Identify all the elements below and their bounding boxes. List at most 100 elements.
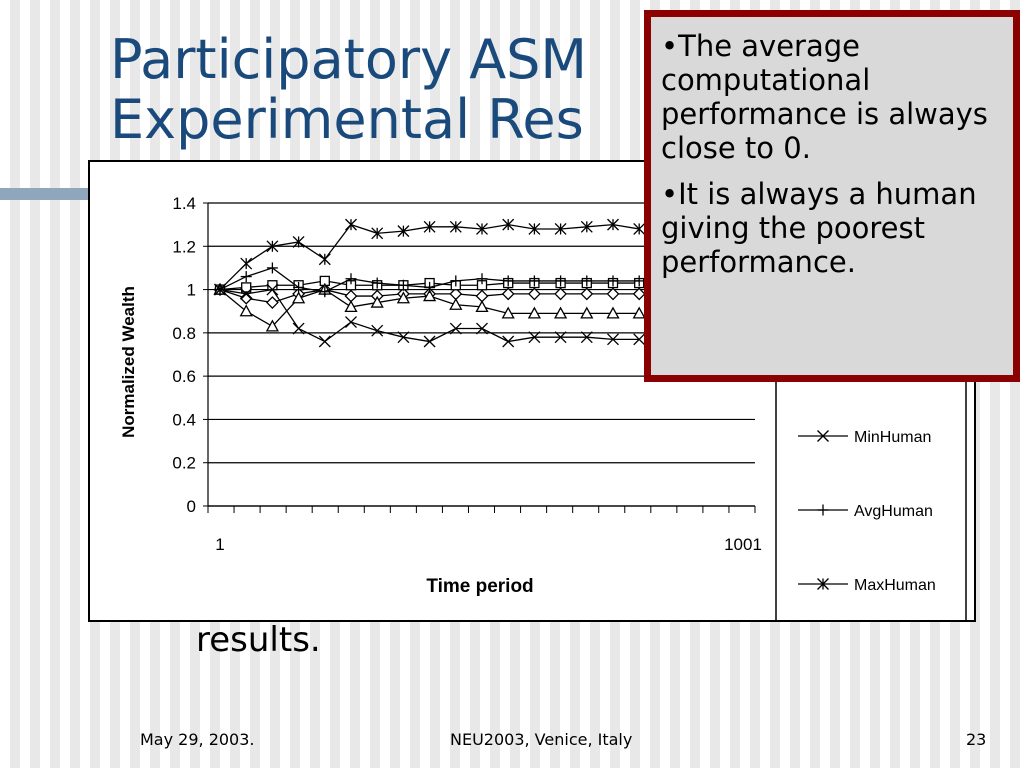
data-point [292, 322, 305, 335]
data-point [396, 291, 410, 304]
data-point [528, 223, 541, 235]
data-point [449, 322, 462, 335]
data-point-stroke [371, 324, 384, 337]
data-point [345, 316, 357, 328]
data-point-stroke [607, 333, 619, 346]
y-axis-label: Normalized Wealth [119, 286, 138, 438]
data-point [817, 504, 829, 516]
data-point-stroke [528, 331, 541, 344]
data-point [265, 296, 279, 309]
data-point [580, 331, 593, 344]
data-point [424, 281, 436, 293]
data-point [292, 235, 305, 248]
data-point [397, 279, 409, 291]
data-point [501, 306, 515, 319]
data-point [267, 280, 278, 291]
slide-title: Participatory ASM Experimental Res [110, 28, 588, 151]
data-point [371, 324, 384, 337]
data-point-stroke [476, 322, 488, 335]
data-point [240, 271, 252, 283]
data-point [607, 333, 619, 346]
data-point [581, 275, 593, 287]
data-point [266, 283, 279, 296]
footer-date: May 29, 2003. [140, 730, 255, 749]
data-point [527, 287, 541, 301]
y-tick-label: 0.8 [172, 324, 196, 343]
data-point [450, 275, 462, 287]
data-point [239, 304, 253, 317]
x-tick-label: 1 [215, 535, 224, 554]
y-tick-label: 1 [187, 281, 196, 300]
y-tick-label: 0.6 [172, 367, 196, 386]
data-point [239, 291, 253, 305]
data-point [606, 306, 620, 319]
data-point [502, 275, 514, 287]
data-point [607, 218, 619, 231]
data-point [817, 430, 829, 442]
data-point-stroke [554, 331, 567, 344]
data-point [345, 273, 357, 285]
data-point [371, 227, 384, 240]
chart-series [213, 218, 646, 348]
body-text: results. [196, 620, 321, 660]
data-point [633, 333, 646, 346]
data-point [319, 286, 331, 298]
legend-label: AvgHuman [854, 503, 933, 520]
data-point [632, 287, 646, 301]
data-point-stroke [397, 331, 410, 344]
data-point [580, 287, 594, 301]
data-point [527, 306, 541, 319]
data-point [606, 287, 620, 301]
y-tick-label: 0.2 [172, 454, 196, 473]
chart-axes: 0 0.2 0.4 0.6 0.8 1 1.2 1.4 1 1001 [172, 194, 762, 554]
data-point [423, 220, 436, 233]
data-point [554, 287, 568, 301]
data-point [476, 273, 488, 285]
data-point [475, 300, 489, 313]
data-point [397, 331, 410, 344]
data-point [240, 257, 253, 270]
data-point [240, 287, 253, 300]
data-point [502, 335, 515, 348]
data-point [502, 218, 515, 231]
data-point [554, 223, 567, 235]
data-point [554, 306, 568, 319]
data-point [449, 297, 463, 310]
data-point [528, 331, 541, 344]
footer-event: NEU2003, Venice, Italy [450, 730, 633, 749]
data-point-stroke [817, 430, 829, 442]
data-point [370, 295, 384, 308]
callout-bullet-1: •The average computational performance i… [661, 29, 988, 165]
data-point [292, 291, 306, 304]
x-axis-label: Time period [426, 576, 533, 597]
data-point [266, 240, 279, 253]
data-point [607, 275, 619, 287]
data-point [632, 306, 646, 319]
data-point-stroke [240, 287, 253, 300]
data-point [241, 282, 252, 293]
data-point [580, 220, 593, 233]
y-tick-label: 1.4 [172, 194, 196, 213]
title-accent-band [0, 188, 100, 200]
data-point [633, 223, 646, 235]
data-point [528, 275, 540, 287]
data-point [580, 306, 594, 319]
data-point-stroke [345, 316, 357, 328]
data-point-stroke [502, 335, 515, 348]
data-point [449, 220, 462, 233]
y-tick-label: 1.2 [172, 237, 196, 256]
data-point [501, 287, 515, 301]
data-point-stroke [633, 333, 646, 346]
data-point [397, 225, 410, 238]
data-point [265, 319, 279, 332]
x-tick-label: 1001 [724, 535, 762, 554]
data-point-stroke [580, 331, 593, 344]
data-point-stroke [266, 283, 279, 296]
data-point [266, 262, 278, 274]
data-point-stroke [292, 322, 305, 335]
data-point [214, 283, 226, 296]
data-point [476, 322, 488, 335]
legend-label: MaxHuman [854, 577, 936, 594]
data-point [555, 275, 567, 287]
data-point [423, 335, 436, 348]
